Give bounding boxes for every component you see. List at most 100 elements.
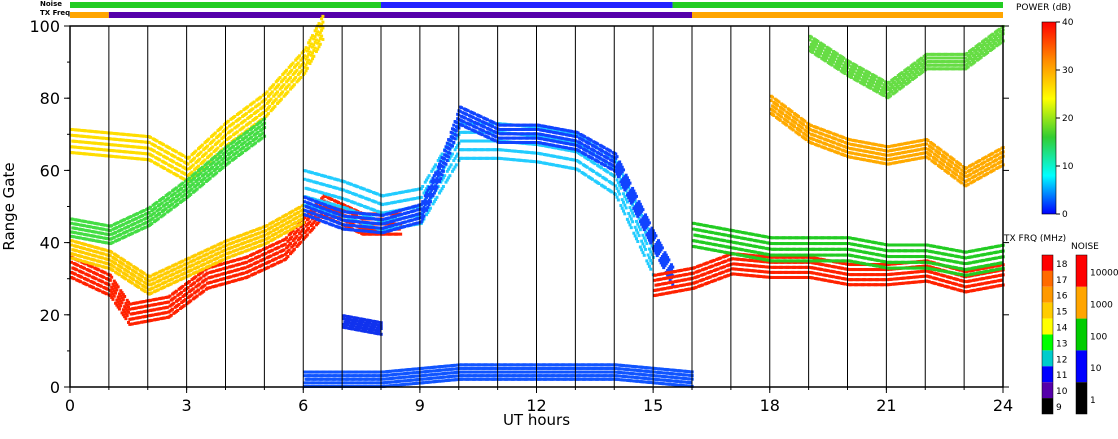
echo-cell [189,273,193,277]
echo-cell [435,181,439,185]
echo-cell [88,252,92,256]
echo-cell [545,162,549,166]
echo-cell [422,210,426,214]
echo-cell [233,259,237,263]
echo-cell [371,226,375,230]
echo-cell [283,218,287,222]
echo-cell [540,137,544,141]
echo-cell [640,213,644,217]
echo-cell [303,200,307,204]
echo-cell [142,209,146,213]
echo-cell [239,257,243,261]
echo-cell [270,225,274,229]
echo-cell [234,253,238,257]
echo-cell [101,231,105,235]
echo-cell [500,157,504,161]
echo-cell [173,191,177,195]
echo-cell [278,75,282,79]
echo-cell [141,140,145,144]
echo-cell [419,187,423,191]
echo-cell [165,275,169,279]
echo-cell [265,223,269,227]
echo-cell [377,230,381,234]
echo-cell [537,126,541,130]
echo-cell [125,273,129,277]
echo-cell [423,189,427,193]
echo-cell [130,156,134,160]
echo-cell [104,241,108,245]
echo-cell [619,204,623,208]
echo-cell [322,207,326,211]
echo-cell [106,237,110,241]
echo-cell [134,217,138,221]
echo-cell [90,265,94,269]
echo-cell [474,130,478,134]
echo-cell [292,83,296,87]
echo-cell [149,135,153,139]
echo-cell [348,191,352,195]
echo-cell [317,45,321,49]
echo-cell [156,217,160,221]
echo-cell [116,300,120,304]
echo-cell [453,137,457,141]
echo-cell [119,294,123,298]
echo-cell [321,211,325,215]
echo-cell [313,46,317,50]
echo-cell [234,278,238,282]
echo-cell [623,212,627,216]
echo-cell [295,234,299,238]
echo-cell [159,278,163,282]
echo-cell [323,203,327,207]
echo-cell [482,129,486,133]
echo-cell [151,286,155,290]
echo-cell [167,196,171,200]
echo-cell [228,280,232,284]
noise-bar-label: Noise [40,0,62,8]
echo-cell [320,28,324,32]
echo-cell [196,288,200,292]
echo-cell [329,209,333,213]
echo-cell [408,189,412,193]
echo-cell [177,302,181,306]
echo-cell [235,273,239,277]
echo-cell [611,182,615,186]
echo-cell [134,271,138,275]
echo-cell [650,244,654,248]
echo-cell [121,308,125,312]
echo-cell [645,259,649,263]
echo-cell [447,155,451,159]
echo-cell [195,294,199,298]
echo-cell [633,199,637,203]
echo-cell [127,305,131,309]
echo-cell [163,166,167,170]
echo-cell [235,130,239,134]
echo-cell [646,262,650,266]
echo-cell [395,191,399,195]
echo-cell [255,136,259,140]
echo-cell [152,308,156,312]
echo-cell [323,174,327,178]
echo-cell [540,152,544,156]
echo-cell [413,197,417,201]
echo-cell [427,174,431,178]
echo-cell [251,233,255,237]
echo-cell [154,302,158,306]
echo-cell [238,116,242,120]
echo-cell [313,35,317,39]
echo-cell [159,307,163,311]
echo-cell [580,153,584,157]
echo-cell [191,287,195,291]
echo-cell [121,313,125,317]
echo-cell [136,212,140,216]
echo-cell [108,254,112,258]
noise-segment [70,2,381,8]
echo-cell [77,128,81,132]
echo-cell [167,270,171,274]
echo-cell [198,282,202,286]
echo-cell [86,278,90,282]
echo-cell [261,238,265,242]
echo-cell [123,132,127,136]
noise-strip [70,2,1003,8]
echo-cell [103,131,107,135]
echo-cell [220,241,224,245]
